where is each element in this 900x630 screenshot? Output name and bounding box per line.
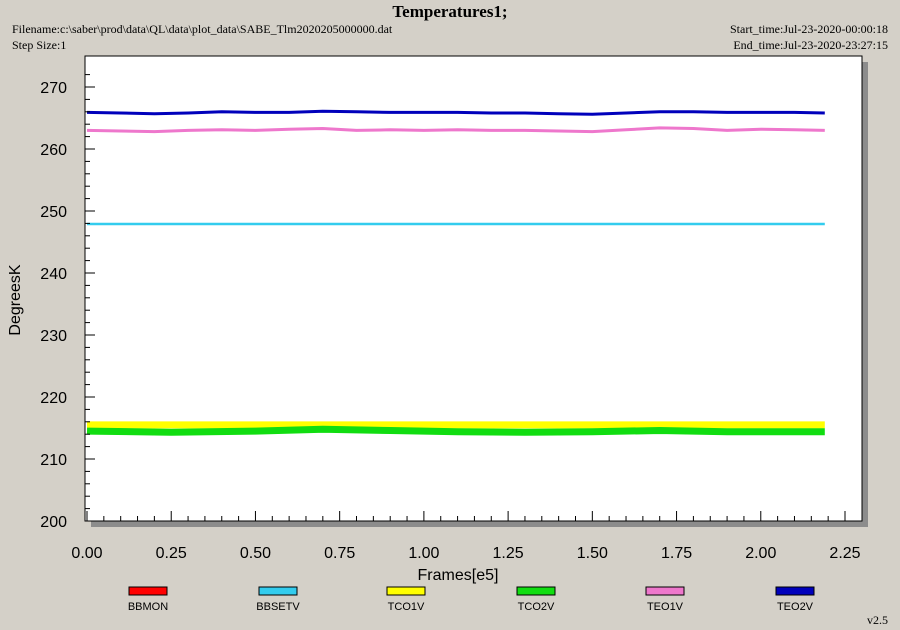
- legend-label-teo2v: TEO2V: [777, 601, 814, 613]
- y-tick-label: 270: [40, 80, 67, 97]
- plot-area: [84, 55, 863, 522]
- legend-swatch-bbmon: [128, 586, 168, 596]
- filename-label: Filename:c:\saber\prod\data\QL\data\plot…: [12, 22, 393, 36]
- x-tick-label: 0.25: [156, 545, 187, 562]
- x-tick-label: 1.50: [577, 545, 608, 562]
- y-tick-label: 210: [40, 452, 67, 469]
- y-tick-label: 250: [40, 204, 67, 221]
- x-tick-label: 0.50: [240, 545, 271, 562]
- x-tick-label: 1.25: [493, 545, 524, 562]
- series-line-teo1v: [86, 126, 825, 134]
- legend-label-tco1v: TCO1V: [388, 601, 425, 613]
- chart-marks: [86, 109, 825, 436]
- legend-swatch-teo1v: [645, 586, 685, 596]
- x-tick-label: 0.75: [324, 545, 355, 562]
- y-tick-label: 240: [40, 266, 67, 283]
- x-tick-label: 1.75: [661, 545, 692, 562]
- version-label: v2.5: [867, 613, 888, 627]
- start-time-label: Start_time:Jul-23-2020-00:00:18: [730, 22, 888, 36]
- end-time-label: End_time:Jul-23-2020-23:27:15: [733, 38, 888, 52]
- y-tick-label: 220: [40, 390, 67, 407]
- legend-label-tco2v: TCO2V: [518, 601, 555, 613]
- y-tick-label: 230: [40, 328, 67, 345]
- chart-legend: BBMON BBSETV TCO1V TCO2V TEO1V TEO2V: [128, 586, 815, 613]
- x-tick-label: 2.00: [745, 545, 776, 562]
- legend-swatch-tco2v: [516, 586, 556, 596]
- legend-label-teo1v: TEO1V: [647, 601, 684, 613]
- step-size-label: Step Size:1: [12, 38, 67, 52]
- y-tick-label: 260: [40, 142, 67, 159]
- legend-label-bbmon: BBMON: [128, 601, 168, 613]
- legend-swatch-tco1v: [386, 586, 426, 596]
- x-tick-label: 1.00: [408, 545, 439, 562]
- x-axis-title: Frames[e5]: [418, 567, 499, 584]
- x-tick-label: 0.00: [71, 545, 102, 562]
- legend-label-bbsetv: BBSETV: [256, 601, 300, 613]
- x-tick-label: 2.25: [829, 545, 860, 562]
- chart-title: Temperatures1;: [392, 2, 508, 21]
- legend-swatch-teo2v: [775, 586, 815, 596]
- series-line-tco2v: [86, 425, 825, 436]
- y-axis-title: DegreesK: [7, 264, 24, 335]
- legend-swatch-bbsetv: [258, 586, 298, 596]
- chart-axes: 200 210 220 230 240 250 260 270 0.00 0.25 0.50 0.75…: [40, 74, 861, 562]
- y-tick-label: 200: [40, 514, 67, 531]
- series-line-teo2v: [86, 109, 825, 116]
